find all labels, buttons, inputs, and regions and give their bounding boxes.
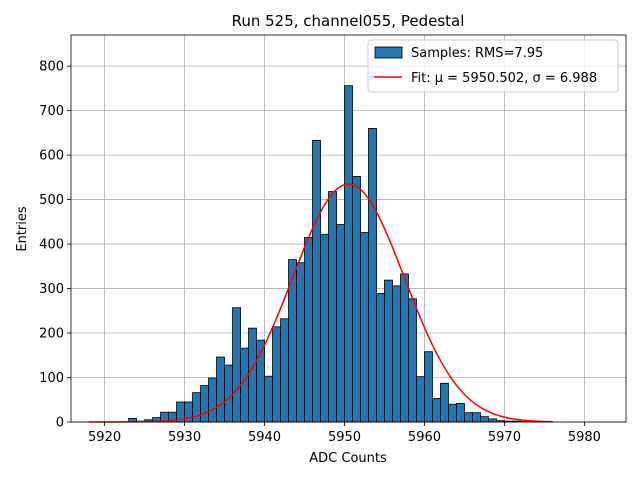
x-tick-label: 5930 [168,430,201,445]
histogram-bar [360,232,369,423]
y-tick-label: 400 [39,238,64,253]
x-tick-label: 5980 [568,430,601,445]
y-axis-label: Entries [15,206,30,252]
histogram-bar [416,376,425,423]
chart-title: Run 525, channel055, Pedestal [232,12,465,30]
y-tick-label: 200 [39,327,64,342]
legend-swatch-samples [374,46,403,59]
histogram-bar [432,398,441,423]
histogram-bar [248,327,257,423]
histogram-bar [312,140,321,423]
histogram-bar [368,128,377,423]
histogram-bar [280,318,289,423]
histogram-bar [216,356,225,423]
y-tick-label: 500 [39,193,64,208]
x-axis-ticks: 5920 5930 5940 5950 5960 5970 5980 [88,422,601,445]
histogram-bar [440,382,449,423]
histogram-bar [480,416,489,423]
y-tick-label: 300 [39,282,64,297]
y-tick-label: 600 [39,149,64,164]
histogram-bar [448,403,457,423]
x-axis-label: ADC Counts [309,451,387,466]
histogram-bar [328,191,337,423]
legend-box [367,39,619,93]
histogram-bar [352,176,361,423]
histogram-bar [376,293,385,423]
y-tick-label: 100 [39,371,64,386]
y-tick-label: 0 [56,416,64,431]
legend-label-fit: Fit: μ = 5950.502, σ = 6.988 [411,71,597,86]
x-tick-label: 5940 [248,430,281,445]
x-tick-label: 5960 [408,430,441,445]
x-tick-label: 5970 [488,430,521,445]
axes-frame [70,34,627,423]
histogram-bar [456,402,465,423]
fit-curve [88,183,553,423]
histogram-bar [232,307,241,423]
histogram-bar [384,279,393,423]
histogram-bar [264,375,273,423]
histogram-bar [472,412,481,423]
histogram-bar [408,298,417,423]
histogram-bar [272,326,281,423]
y-tick-label: 800 [39,60,64,75]
histogram-bar [224,364,233,423]
histogram-bar [392,285,401,423]
histogram-bar [488,418,497,423]
x-tick-label: 5920 [88,430,121,445]
histogram-bar [304,236,313,423]
histogram-bar [400,273,409,423]
histogram-bar [200,385,209,423]
histogram-bars [128,85,553,423]
histogram-bar [344,85,353,423]
histogram-bar [464,412,473,423]
histogram-bar [208,377,217,423]
legend-label-samples: Samples: RMS=7.95 [411,46,543,61]
legend: Samples: RMS=7.95 Fit: μ = 5950.502, σ =… [367,39,619,93]
x-tick-label: 5950 [328,430,361,445]
histogram-bar [320,233,329,423]
histogram-bar [240,347,249,423]
y-axis-ticks: 0 100 200 300 400 500 600 700 800 [39,60,71,431]
histogram-bar [424,351,433,423]
y-tick-label: 700 [39,104,64,119]
histogram-bar [296,262,305,423]
histogram-bar [336,224,345,423]
